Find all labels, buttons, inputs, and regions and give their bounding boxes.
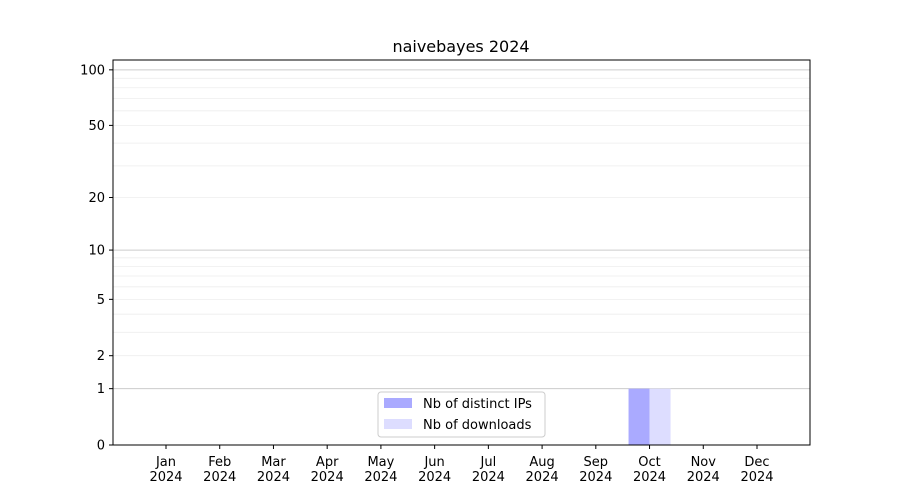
y-tick-label: 20 — [88, 191, 105, 206]
y-tick-label: 5 — [97, 293, 105, 308]
y-tick-label: 2 — [97, 349, 105, 364]
x-tick-label: Jul 2024 — [472, 455, 505, 485]
y-tick-label: 50 — [88, 119, 105, 134]
legend-box — [377, 391, 546, 438]
y-tick-label: 1 — [97, 382, 105, 397]
legend-swatch — [384, 419, 412, 429]
x-tick-label: Sep 2024 — [579, 455, 612, 485]
bar-distinct-ips — [628, 388, 650, 445]
x-tick-label: Aug 2024 — [526, 455, 559, 485]
plot-frame — [112, 59, 811, 446]
x-tick-label: Dec 2024 — [740, 455, 773, 485]
legend-swatch — [384, 398, 412, 408]
x-tick-label: May 2024 — [364, 455, 397, 485]
x-tick-label: Mar 2024 — [257, 455, 290, 485]
x-tick-label: Oct 2024 — [633, 455, 666, 485]
legend-label: Nb of downloads — [423, 418, 532, 433]
legend-label: Nb of distinct IPs — [423, 397, 532, 412]
x-tick-label: Apr 2024 — [311, 455, 344, 485]
chart-title: naivebayes 2024 — [392, 37, 529, 56]
y-tick-label: 100 — [80, 63, 105, 78]
x-tick-label: Nov 2024 — [687, 455, 720, 485]
y-tick-label: 10 — [88, 244, 105, 259]
x-tick-label: Jun 2024 — [418, 455, 451, 485]
x-tick-label: Feb 2024 — [203, 455, 236, 485]
x-tick-label: Jan 2024 — [149, 455, 182, 485]
y-tick-label: 0 — [97, 439, 105, 454]
bar-downloads — [649, 388, 671, 445]
legend: Nb of distinct IPs Nb of downloads — [377, 391, 546, 438]
